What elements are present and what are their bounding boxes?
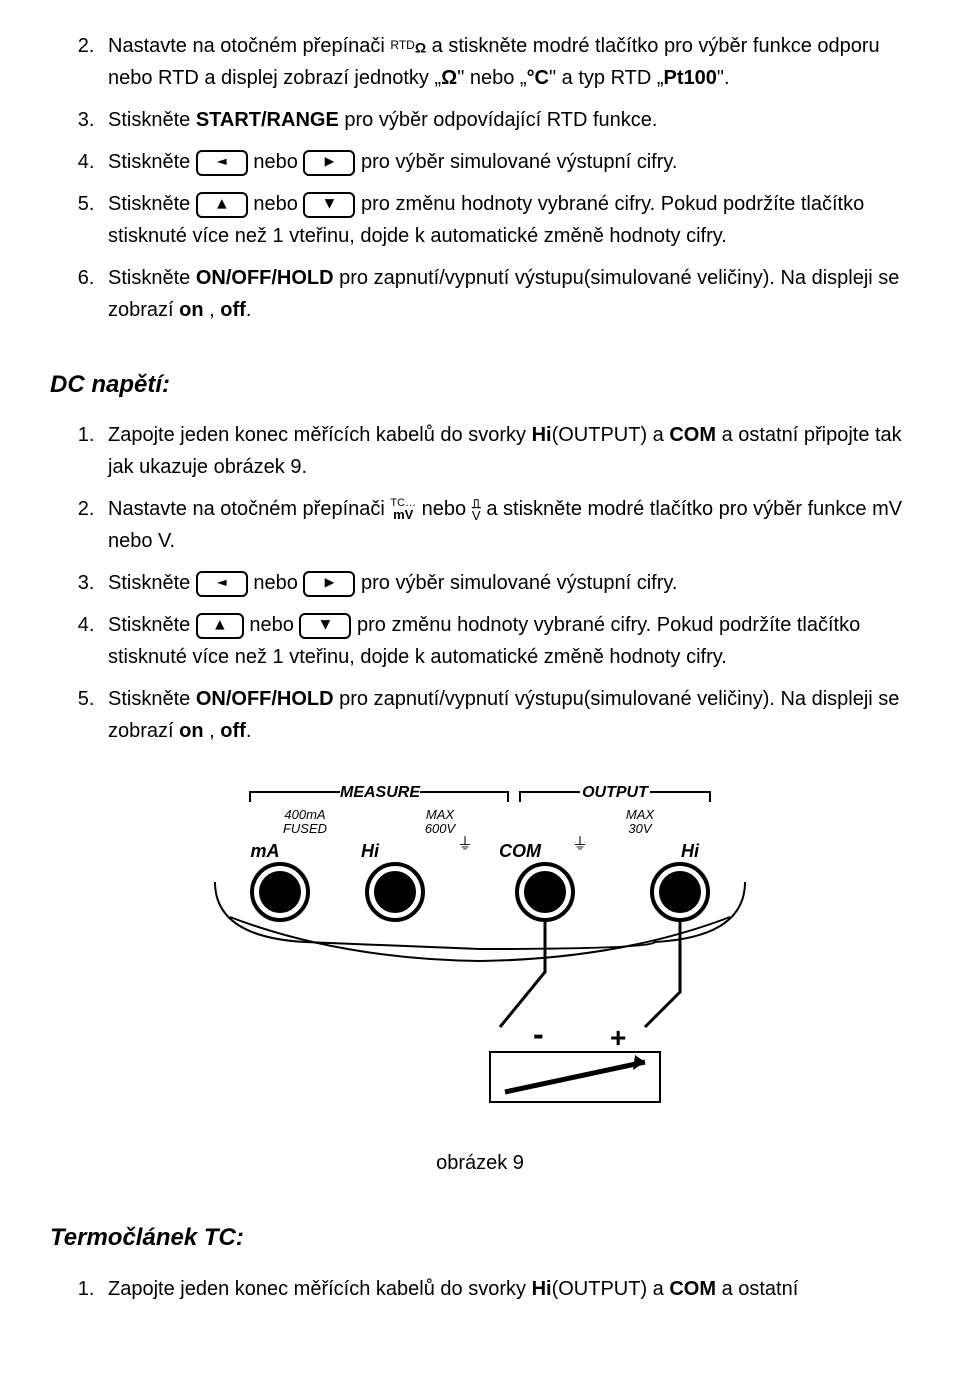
svg-text:-: - [533,1016,544,1052]
down-arrow-button-icon: ▼ [303,192,355,218]
right-arrow-button-icon: ▶ [303,150,355,176]
left-arrow-button-icon: ◄ [196,571,248,597]
list-item: Stiskněte ON/OFF/HOLD pro zapnutí/vypnut… [100,683,910,747]
svg-text:⏚: ⏚ [572,835,588,853]
list-item: Stiskněte ◄ nebo ▶ pro výběr simulované … [100,146,910,178]
left-arrow-button-icon: ◄ [196,150,248,176]
svg-text:MAX: MAX [426,807,456,822]
svg-text:400mA: 400mA [284,807,325,822]
svg-text:COM: COM [499,841,542,861]
list-item: Stiskněte ◄ nebo ▶ pro výběr simulované … [100,567,910,599]
up-arrow-button-icon: ▲ [196,613,244,639]
rtd-ohm-icon: RTDΩ [390,40,426,54]
list-item: Zapojte jeden konec měřících kabelů do s… [100,419,910,483]
list-item: Nastavte na otočném přepínači RTDΩ a sti… [100,30,910,94]
pulse-v-icon: ⎍V [472,498,481,521]
figure-9-caption: obrázek 9 [50,1147,910,1179]
figure-9: MEASURE OUTPUT 400mA FUSED MAX 600V MAX … [50,777,910,1179]
tc-instruction-list: Zapojte jeden konec měřících kabelů do s… [50,1273,910,1305]
rtd-instruction-list: Nastavte na otočném přepínači RTDΩ a sti… [50,30,910,326]
list-item: Stiskněte START/RANGE pro výběr odpovída… [100,104,910,136]
svg-text:⏚: ⏚ [457,835,473,853]
svg-text:OUTPUT: OUTPUT [582,784,649,801]
down-arrow-button-icon: ▼ [299,613,351,639]
svg-text:mA: mA [250,841,279,861]
list-item: Zapojte jeden konec měřících kabelů do s… [100,1273,910,1305]
up-arrow-button-icon: ▲ [196,192,248,218]
tc-mv-icon: TC…mV [390,499,416,522]
svg-text:MAX: MAX [626,807,656,822]
svg-text:30V: 30V [628,821,652,836]
svg-text:600V: 600V [425,821,457,836]
svg-text:Hi: Hi [361,841,380,861]
list-item: Stiskněte ON/OFF/HOLD pro zapnutí/vypnut… [100,262,910,326]
tc-heading: Termočlánek TC: [50,1219,910,1257]
list-item: Stiskněte ▲ nebo ▼ pro změnu hodnoty vyb… [100,609,910,673]
list-item: Nastavte na otočném přepínači TC…mV nebo… [100,493,910,557]
right-arrow-button-icon: ▶ [303,571,355,597]
svg-text:MEASURE: MEASURE [340,784,421,801]
dc-voltage-heading: DC napětí: [50,366,910,404]
svg-text:FUSED: FUSED [283,821,327,836]
list-item: Stiskněte ▲ nebo ▼ pro změnu hodnoty vyb… [100,188,910,252]
terminal-diagram-icon: MEASURE OUTPUT 400mA FUSED MAX 600V MAX … [210,777,750,1107]
svg-text:+: + [610,1022,626,1053]
dc-voltage-instruction-list: Zapojte jeden konec měřících kabelů do s… [50,419,910,747]
svg-text:Hi: Hi [681,841,700,861]
